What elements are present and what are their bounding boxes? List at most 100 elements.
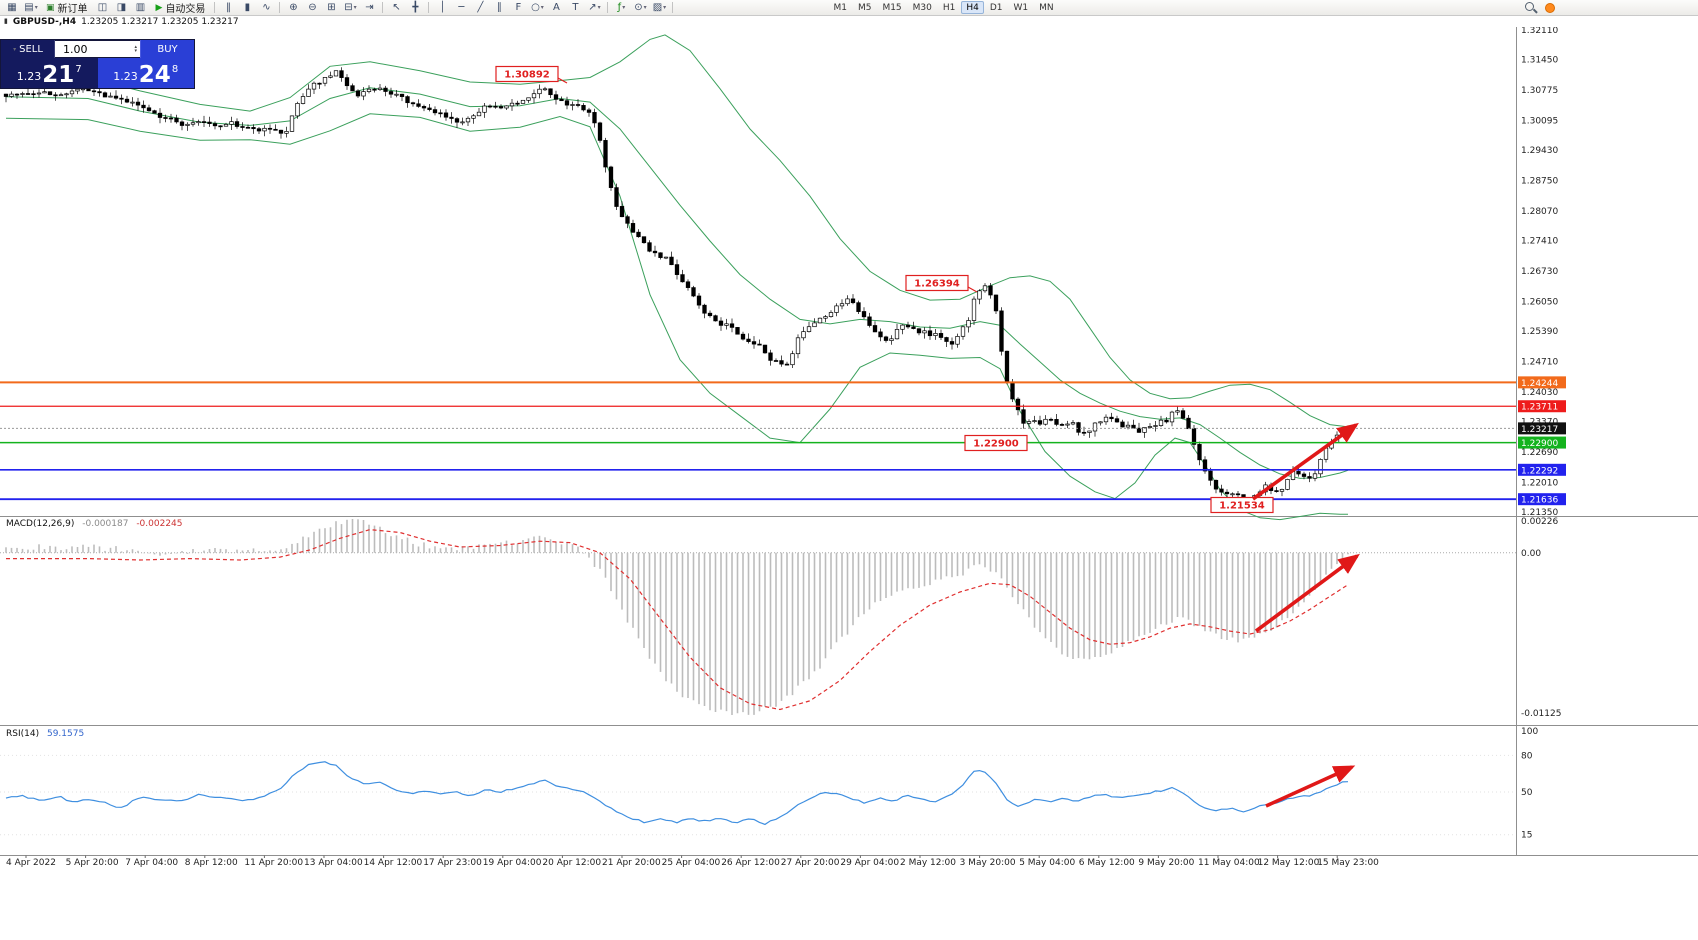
main-toolbar: ▦ ▤ ▾ ▣ 新订单 ◫ ◨ ▥ ▶ 自动交易 ‖ ▮ ∿ ⊕ ⊖ ⊞ ⊟ ▾ ⇥ ↖ ╋ │ ─ ╱ ∥ F ○ ▾ A T ↗ ▾ ƒ ▾ ⊙… <box>0 0 1698 16</box>
macd-panel-area[interactable] <box>0 517 1516 725</box>
channel-icon[interactable]: ∥ <box>490 1 508 15</box>
vertical-line-icon[interactable]: │ <box>433 1 451 15</box>
trend-arrow-rsi[interactable] <box>1265 765 1356 808</box>
crosshair-icon[interactable]: ╋ <box>406 1 424 15</box>
zoom-out-icon[interactable]: ⊖ <box>303 1 321 15</box>
rsi-name: RSI(14) <box>6 729 40 739</box>
price-label-annotation[interactable]: 1.30892 <box>495 65 568 84</box>
scroll-to-end-icon[interactable]: ⇥ <box>360 1 378 15</box>
svg-text:11 Apr 20:00: 11 Apr 20:00 <box>244 858 303 868</box>
navigator-icon[interactable]: ◨ <box>113 1 131 15</box>
svg-text:1.21350: 1.21350 <box>1521 508 1558 518</box>
timeframe-h1[interactable]: H1 <box>942 2 956 13</box>
svg-text:7 Apr 04:00: 7 Apr 04:00 <box>125 858 178 868</box>
toolbar-separator <box>607 2 609 13</box>
channel-icon-glyph: ∥ <box>496 2 502 13</box>
label-icon[interactable]: T <box>566 1 584 15</box>
svg-text:14 Apr 12:00: 14 Apr 12:00 <box>364 858 423 868</box>
timeframe-button-group: M1 M5 M15 M30 H1 H4 D1 W1 MN <box>828 1 1058 14</box>
price-label-annotation[interactable]: 1.22900 <box>964 434 1028 452</box>
svg-text:29 Apr 04:00: 29 Apr 04:00 <box>840 858 899 868</box>
trend-arrow-price[interactable] <box>1251 422 1359 501</box>
toolbar-right-group <box>1524 1 1555 14</box>
timeframe-m30[interactable]: M30 <box>912 2 932 13</box>
profiles-icon[interactable]: ▤ ▾ <box>22 1 40 15</box>
timeframe-m5[interactable]: M5 <box>857 2 872 13</box>
svg-text:12 May 12:00: 12 May 12:00 <box>1258 858 1320 868</box>
fibonacci-icon[interactable]: F <box>509 1 527 15</box>
text-icon[interactable]: A <box>547 1 565 15</box>
price-label-annotation[interactable]: 1.21534 <box>1210 496 1274 514</box>
arrows-tool-icon[interactable]: ↗ ▾ <box>585 1 603 15</box>
sell-button[interactable]: ▾ SELL <box>1 40 55 58</box>
trendline-icon[interactable]: ╱ <box>471 1 489 15</box>
crosshair-icon-glyph: ╋ <box>412 2 419 13</box>
timeframe-m1[interactable]: M1 <box>833 2 847 13</box>
svg-text:21 Apr 20:00: 21 Apr 20:00 <box>602 858 661 868</box>
svg-text:1.24710: 1.24710 <box>1521 357 1558 367</box>
price-chart-plot-area[interactable] <box>0 27 1516 516</box>
dropdown-caret-icon: ▾ <box>663 4 667 11</box>
tile-windows-icon[interactable]: ⊞ <box>322 1 340 15</box>
horizontal-line-icon[interactable]: ─ <box>452 1 470 15</box>
svg-text:1.26394: 1.26394 <box>914 279 960 290</box>
svg-text:5 May 04:00: 5 May 04:00 <box>1019 858 1075 868</box>
svg-text:1.24244: 1.24244 <box>1521 379 1558 389</box>
svg-text:19 Apr 04:00: 19 Apr 04:00 <box>483 858 542 868</box>
timeframe-w1[interactable]: W1 <box>1013 2 1029 13</box>
trend-arrow-macd[interactable] <box>1254 553 1360 633</box>
cursor-icon[interactable]: ↖ <box>387 1 405 15</box>
buy-price-pipette: 8 <box>171 64 179 75</box>
indicators-icon[interactable]: ƒ ▾ <box>612 1 630 15</box>
notification-badge-icon[interactable] <box>1545 2 1555 13</box>
periods-icon[interactable]: ⊙ ▾ <box>631 1 649 15</box>
horizontal-price-lines: 1.24244 1.23711 1.22900 1.22292 1.21636 <box>0 376 1566 506</box>
svg-text:1.21534: 1.21534 <box>1219 501 1265 512</box>
bars-chart-icon[interactable]: ‖ <box>219 1 237 15</box>
templates-icon[interactable]: ▨ ▾ <box>650 1 668 15</box>
candles-chart-icon-glyph: ▮ <box>244 2 251 13</box>
line-chart-icon[interactable]: ∿ <box>257 1 275 15</box>
dropdown-caret-icon: ▾ <box>34 4 38 11</box>
macd-indicator-label: MACD(12,26,9) -0.000187 -0.002245 <box>6 519 183 529</box>
market-watch-icon[interactable]: ◫ <box>94 1 112 15</box>
sell-price-prefix: 1.23 <box>16 70 42 83</box>
buy-price-button[interactable]: 1.23 24 8 <box>97 58 194 88</box>
svg-text:1.24030: 1.24030 <box>1521 388 1558 398</box>
timeframe-h4[interactable]: H4 <box>961 1 984 14</box>
shapes-icon[interactable]: ○ ▾ <box>528 1 546 15</box>
tile-windows-icon-glyph: ⊞ <box>327 2 336 13</box>
volume-input[interactable]: 1.00 ▴ ▾ <box>55 40 140 58</box>
buy-button[interactable]: BUY <box>140 40 194 58</box>
new-chart-icon[interactable]: ▦ <box>3 1 21 15</box>
price-label-annotation[interactable]: 1.26394 <box>905 274 978 293</box>
horizontal-line-icon-glyph: ─ <box>458 2 465 13</box>
arrange-windows-icon[interactable]: ⊟ ▾ <box>341 1 359 15</box>
terminal-icon[interactable]: ▥ <box>132 1 150 15</box>
svg-text:6 May 12:00: 6 May 12:00 <box>1079 858 1135 868</box>
toolbar-separator <box>672 2 674 13</box>
timeframe-d1[interactable]: D1 <box>989 2 1003 13</box>
new-order-button[interactable]: ▣ 新订单 <box>41 1 93 16</box>
sell-price-button[interactable]: 1.23 21 7 <box>1 58 98 88</box>
price-annotations: 1.30892 1.26394 1.22900 1.21534 <box>495 65 1274 514</box>
timeframe-mn[interactable]: MN <box>1039 2 1054 13</box>
svg-text:1.32110: 1.32110 <box>1521 26 1558 36</box>
svg-text:1.27410: 1.27410 <box>1521 237 1558 247</box>
search-icon[interactable] <box>1524 1 1537 14</box>
rsi-panel-area[interactable] <box>0 726 1516 855</box>
trendline-icon-glyph: ╱ <box>477 2 484 13</box>
candles-chart-icon[interactable]: ▮ <box>238 1 256 15</box>
arrows-tool-icon-glyph: ↗ <box>588 2 597 13</box>
svg-text:0.00: 0.00 <box>1521 549 1541 559</box>
svg-text:1.31450: 1.31450 <box>1521 56 1558 66</box>
autotrading-button[interactable]: ▶ 自动交易 <box>151 1 211 16</box>
volume-spinner[interactable]: ▴ ▾ <box>134 43 137 54</box>
timeframe-m15[interactable]: M15 <box>882 2 902 13</box>
dropdown-caret-icon: ▾ <box>540 4 544 11</box>
svg-text:1.22292: 1.22292 <box>1521 466 1558 476</box>
toolbar-icon-group: ▦ ▤ ▾ ▣ 新订单 ◫ ◨ ▥ ▶ 自动交易 ‖ ▮ ∿ ⊕ ⊖ ⊞ ⊟ ▾ ⇥ ↖ ╋ │ ─ ╱ ∥ F ○ ▾ A T ↗ ▾ ƒ ▾ ⊙… <box>3 1 827 15</box>
dropdown-caret-icon: ▾ <box>643 4 647 11</box>
zoom-in-icon[interactable]: ⊕ <box>284 1 302 15</box>
